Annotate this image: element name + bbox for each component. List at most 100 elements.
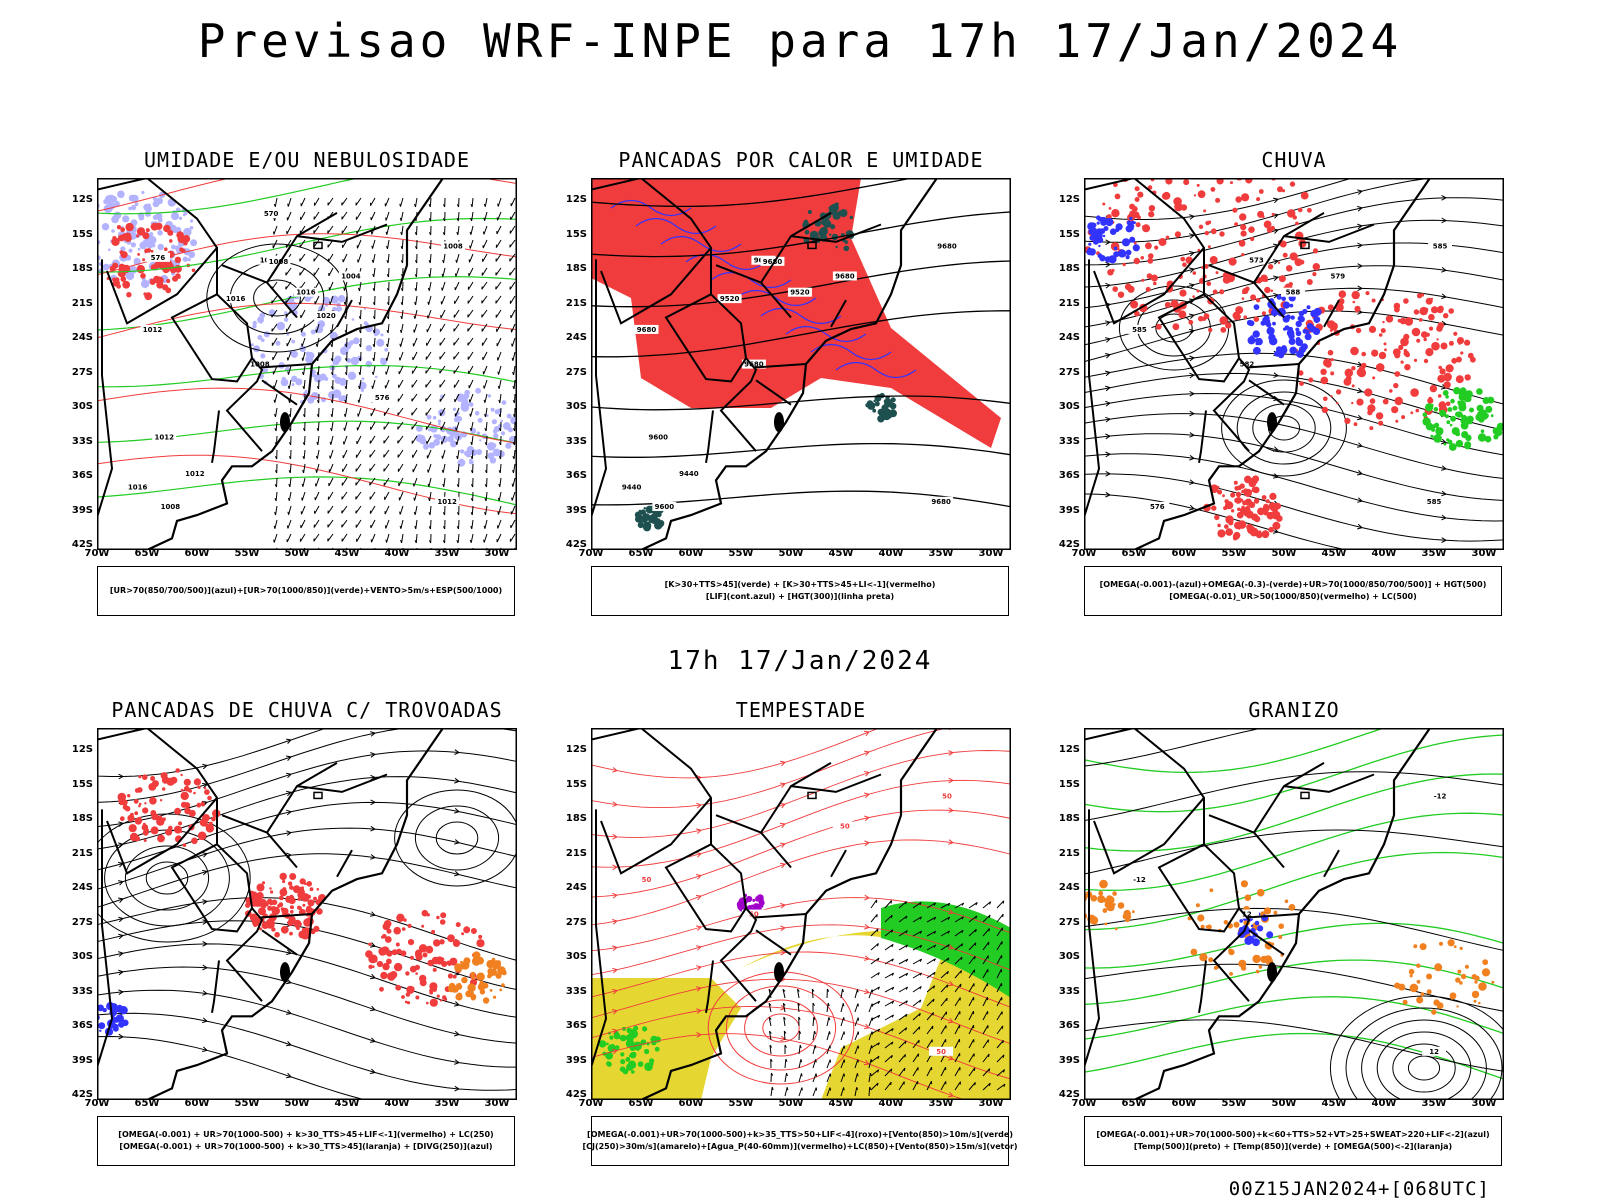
- wind-vector: [439, 337, 446, 346]
- precip-blob: [1321, 406, 1329, 414]
- contour-line: [591, 211, 1011, 258]
- wind-vector: [968, 1010, 975, 1021]
- wind-vector: [884, 943, 894, 951]
- precip-blob: [1164, 301, 1171, 308]
- flow-arrow: [1105, 239, 1111, 246]
- contour-line: [97, 728, 517, 803]
- wind-vector: [509, 533, 516, 542]
- wind-vector: [870, 957, 880, 965]
- lifted-index-contour: [710, 271, 792, 289]
- lon-tick-label: 30W: [484, 1098, 510, 1109]
- precip-blob: [1123, 909, 1131, 918]
- flow-arrow: [611, 1048, 618, 1055]
- precip-blob: [482, 982, 489, 989]
- wind-vector: [498, 435, 502, 446]
- precip-blob: [832, 211, 841, 220]
- precip-blob: [1235, 306, 1244, 315]
- precip-blob: [1217, 489, 1223, 495]
- wind-vector: [439, 393, 446, 402]
- precip-blob: [250, 891, 258, 899]
- precip-blob: [309, 887, 314, 892]
- precip-blob: [1344, 417, 1351, 424]
- precip-blob: [1461, 431, 1469, 439]
- precip-blob: [1197, 190, 1206, 199]
- precip-blob: [409, 986, 415, 992]
- wind-vector: [912, 1080, 919, 1091]
- wind-vector: [399, 505, 404, 515]
- precip-blob: [1277, 307, 1286, 317]
- precip-blob: [1269, 492, 1277, 500]
- flow-arrow: [454, 1030, 460, 1037]
- precip-blob: [1426, 989, 1432, 995]
- flow-arrow: [454, 808, 460, 814]
- wind-vector: [797, 1002, 801, 1013]
- precip-blob: [1257, 925, 1264, 932]
- precip-blob: [1203, 264, 1209, 269]
- precip-blob: [130, 204, 137, 211]
- precip-blob: [1240, 880, 1248, 888]
- wind-vector: [926, 944, 937, 951]
- precip-blob: [1135, 222, 1141, 228]
- contour-label: 582: [1240, 361, 1255, 369]
- wind-vector: [456, 505, 460, 516]
- wind-vector: [481, 267, 488, 276]
- wind-vector: [511, 477, 516, 487]
- precip-blob: [467, 983, 476, 992]
- precip-blob: [1255, 969, 1260, 974]
- precip-blob: [1274, 502, 1281, 510]
- lon-tick-label: 55W: [234, 1098, 260, 1109]
- wind-vector: [400, 295, 404, 306]
- precip-blob: [205, 823, 210, 828]
- wind-vector: [428, 197, 432, 208]
- precip-blob: [117, 190, 125, 199]
- flow-arrow: [1104, 353, 1111, 359]
- precip-blob: [1455, 375, 1464, 384]
- precip-blob: [1097, 216, 1103, 222]
- precip-blob: [491, 443, 497, 448]
- precip-blob: [838, 210, 842, 215]
- wind-vector: [484, 477, 488, 488]
- precip-blob: [165, 828, 173, 836]
- wind-vector: [411, 379, 418, 388]
- precip-blob: [169, 239, 173, 243]
- precip-blob: [119, 801, 124, 806]
- precip-blob: [1268, 526, 1274, 533]
- precip-blob: [1244, 475, 1252, 484]
- precip-blob: [1345, 375, 1352, 382]
- map-frame: 12S 15S 18S 21S 24S 27S 30S 33S 36S 39S 42S 70W 65W 6…: [72, 728, 517, 1109]
- precip-blob: [126, 225, 132, 231]
- precip-blob: [1290, 315, 1295, 320]
- wind-vector: [954, 916, 964, 923]
- precip-blob: [1249, 483, 1253, 487]
- state-border: [266, 212, 338, 284]
- wind-vector: [288, 435, 292, 446]
- precip-blob: [471, 995, 475, 1000]
- legend-line: [CJ(250)>30m/s](amarelo)+[Agua_P(40-60mm…: [582, 1142, 1018, 1151]
- precip-blob: [1305, 329, 1310, 335]
- precip-blob: [155, 222, 163, 230]
- wind-vector: [940, 997, 948, 1007]
- precip-blob: [1172, 323, 1180, 331]
- wind-vector: [285, 239, 292, 248]
- wind-vector: [313, 253, 320, 262]
- wind-vector: [784, 1058, 788, 1069]
- wind-vector: [370, 197, 376, 207]
- wind-vector: [428, 267, 432, 278]
- wind-vector: [425, 393, 432, 402]
- precip-blob: [1105, 217, 1114, 227]
- precip-blob: [1126, 220, 1132, 225]
- precip-blob: [1253, 304, 1260, 310]
- precip-blob: [289, 931, 293, 936]
- precip-blob: [1413, 358, 1418, 362]
- wind-vector: [357, 253, 362, 263]
- flow-arrow: [696, 802, 702, 809]
- wind-vector: [996, 1011, 1003, 1021]
- wind-vector: [341, 211, 348, 220]
- wind-vector: [509, 225, 516, 234]
- precip-blob: [252, 324, 257, 329]
- precip-blob: [299, 878, 306, 885]
- wind-vector: [273, 533, 278, 543]
- wind-vector: [982, 1068, 991, 1077]
- precip-blob: [1323, 396, 1328, 402]
